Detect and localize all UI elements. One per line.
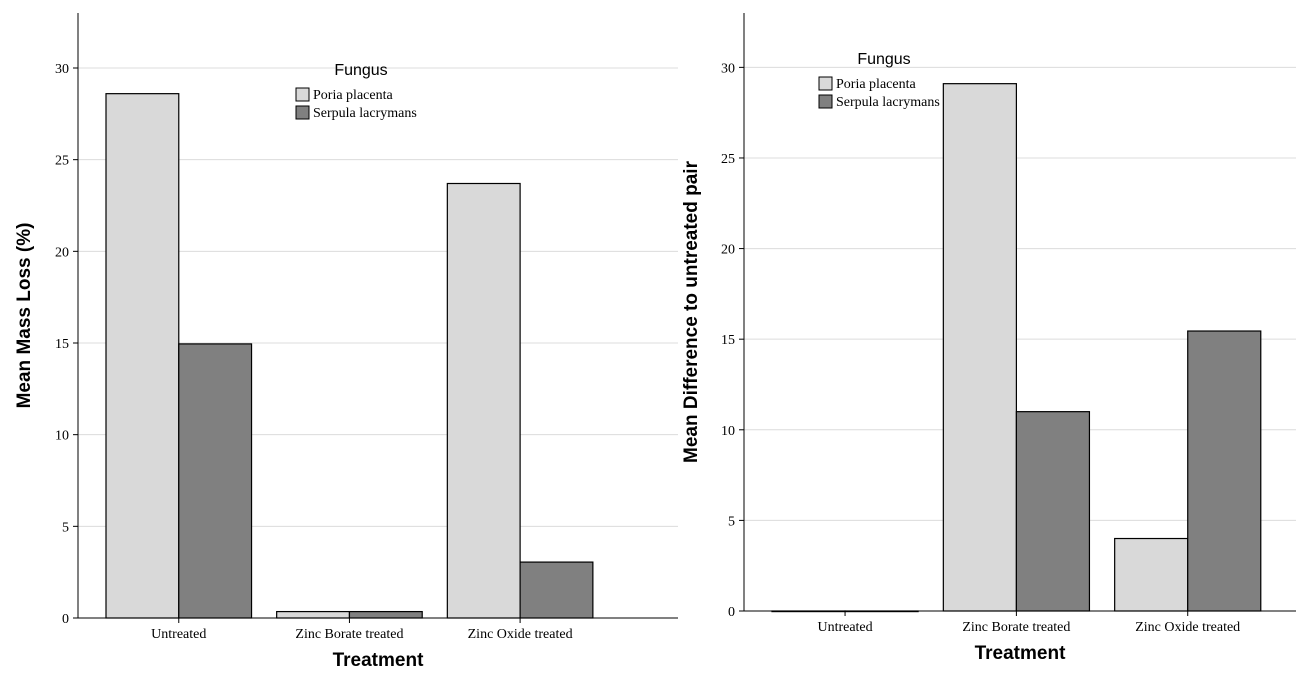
bar-2-2	[348, 610, 423, 619]
bar-1-2	[276, 610, 351, 619]
legend-swatch-1	[295, 87, 310, 102]
chart-1: 0 5 10 15 20 25 30 Untreated Zinc Borate treated…	[14, 13, 678, 671]
y-tick-label: 15	[721, 333, 735, 348]
legend: Fungus Poria placenta Serpula lacrymans	[295, 62, 417, 121]
y-tick-label: 5	[728, 514, 735, 529]
y-tick-label: 20	[55, 245, 69, 260]
y-tick-label: 20	[721, 243, 735, 258]
bar-2-2	[1015, 411, 1091, 612]
legend-title: Fungus	[857, 51, 910, 68]
legend-entry-1: Poria placenta	[836, 77, 916, 92]
bar-1-3	[446, 182, 521, 619]
bar-2-3	[1187, 330, 1262, 612]
bar-2-3	[519, 561, 594, 619]
y-tick-label: 30	[721, 61, 735, 76]
x-axis-title: Treatment	[333, 650, 424, 671]
x-tick-label: Zinc Oxide treated	[468, 627, 573, 642]
bar-1-2	[942, 83, 1017, 612]
legend-entry-1: Poria placenta	[313, 88, 393, 103]
y-tick-label: 5	[62, 520, 69, 535]
bar-1-1	[105, 93, 180, 619]
y-axis-title: Mean Mass Loss (%)	[14, 223, 35, 409]
legend: Fungus Poria placenta Serpula lacrymans	[818, 51, 940, 110]
x-axis-title: Treatment	[975, 643, 1066, 664]
x-tick-label: Zinc Oxide treated	[1135, 620, 1240, 635]
x-tick-label: Untreated	[151, 627, 206, 642]
y-tick-label: 15	[55, 337, 69, 352]
y-tick-label: 0	[62, 612, 69, 627]
legend-swatch-1	[818, 76, 833, 91]
y-tick-label: 30	[55, 62, 69, 77]
y-tick-label: 25	[721, 152, 735, 167]
bar-1-3	[1114, 537, 1189, 612]
legend-entry-2: Serpula lacrymans	[836, 95, 940, 110]
x-tick-label: Zinc Borate treated	[962, 620, 1070, 635]
y-tick-label: 0	[728, 605, 735, 620]
legend-swatch-2	[295, 105, 310, 120]
y-tick-label: 10	[721, 424, 735, 439]
legend-title: Fungus	[334, 62, 387, 79]
x-tick-label: Untreated	[817, 620, 872, 635]
y-tick-label: 10	[55, 429, 69, 444]
chart-2: 0 5 10 15 20 25 30 Untreated Zinc Borate treated…	[681, 13, 1296, 664]
y-axis-title: Mean Difference to untreated pair	[681, 160, 702, 463]
bar-2-1	[178, 343, 253, 619]
x-tick-label: Zinc Borate treated	[295, 627, 403, 642]
legend-swatch-2	[818, 94, 833, 109]
y-tick-label: 25	[55, 154, 69, 169]
legend-entry-2: Serpula lacrymans	[313, 106, 417, 121]
